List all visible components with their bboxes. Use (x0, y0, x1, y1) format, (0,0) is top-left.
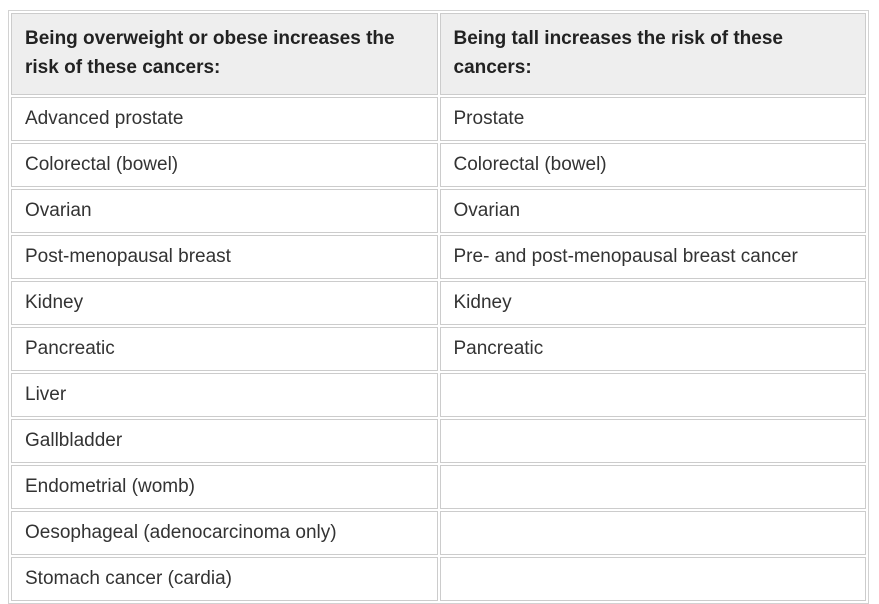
table-cell: Kidney (439, 280, 866, 325)
table-cell: Pre- and post-menopausal breast cancer (439, 234, 866, 279)
table-row: Pancreatic Pancreatic (11, 326, 866, 371)
table-cell: Kidney (11, 280, 438, 325)
column-header-tall: Being tall increases the risk of these c… (439, 13, 866, 95)
table-row: Endometrial (womb) (11, 464, 866, 509)
table-cell: Advanced prostate (11, 96, 438, 141)
table-cell: Prostate (439, 96, 866, 141)
table-row: Liver (11, 372, 866, 417)
table-cell: Ovarian (439, 188, 866, 233)
table-cell: Stomach cancer (cardia) (11, 556, 438, 601)
table-cell: Post-menopausal breast (11, 234, 438, 279)
table-cell: Colorectal (bowel) (11, 142, 438, 187)
table-row: Colorectal (bowel) Colorectal (bowel) (11, 142, 866, 187)
cancer-risk-table: Being overweight or obese increases the … (8, 10, 869, 604)
table-row: Gallbladder (11, 418, 866, 463)
table-cell (439, 510, 866, 555)
table-row: Stomach cancer (cardia) (11, 556, 866, 601)
table-body: Advanced prostate Prostate Colorectal (bow… (11, 96, 866, 601)
table-cell: Pancreatic (439, 326, 866, 371)
table-cell (439, 464, 866, 509)
table-cell (439, 556, 866, 601)
table-row: Oesophageal (adenocarcinoma only) (11, 510, 866, 555)
table-cell: Endometrial (womb) (11, 464, 438, 509)
header-row: Being overweight or obese increases the … (11, 13, 866, 95)
column-header-overweight: Being overweight or obese increases the … (11, 13, 438, 95)
table-row: Kidney Kidney (11, 280, 866, 325)
table-cell (439, 372, 866, 417)
table-row: Advanced prostate Prostate (11, 96, 866, 141)
table-cell: Colorectal (bowel) (439, 142, 866, 187)
table-row: Ovarian Ovarian (11, 188, 866, 233)
table-header: Being overweight or obese increases the … (11, 13, 866, 95)
table-cell: Liver (11, 372, 438, 417)
table-cell: Ovarian (11, 188, 438, 233)
table-cell: Pancreatic (11, 326, 438, 371)
table-cell: Gallbladder (11, 418, 438, 463)
table-row: Post-menopausal breast Pre- and post-meno… (11, 234, 866, 279)
table-cell (439, 418, 866, 463)
table-cell: Oesophageal (adenocarcinoma only) (11, 510, 438, 555)
